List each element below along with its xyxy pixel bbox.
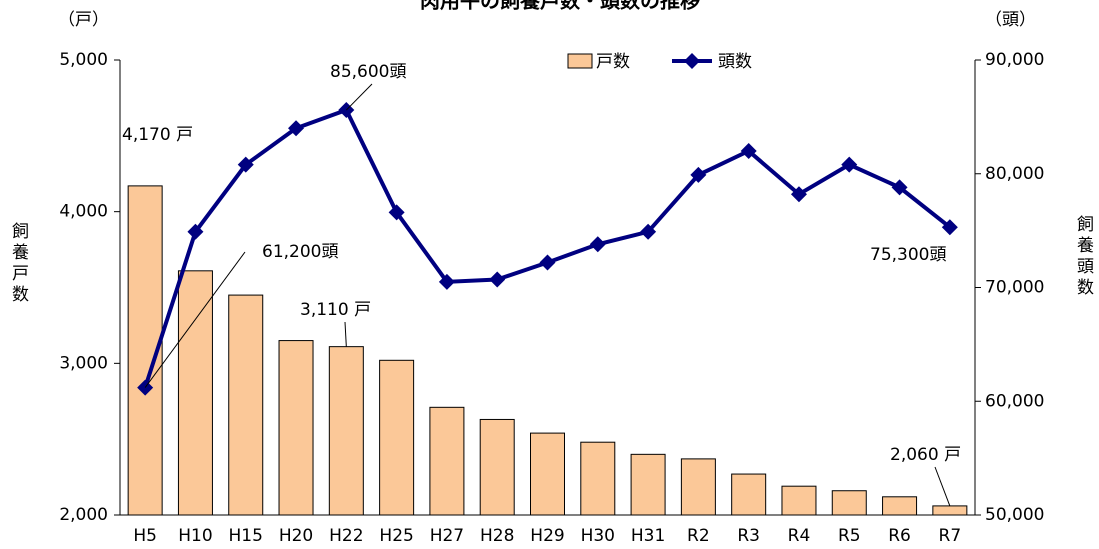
y2-tick-label: 60,000	[985, 391, 1044, 411]
legend-label: 頭数	[718, 52, 752, 72]
y-axis-label: 飼養戸数	[8, 222, 29, 306]
x-tick-label: R2	[687, 526, 710, 546]
marker	[187, 223, 204, 240]
bar	[731, 473, 767, 516]
x-tick-label: R5	[838, 526, 861, 546]
bar	[680, 458, 716, 516]
y2-tick-label: 90,000	[985, 50, 1044, 70]
marker	[891, 179, 908, 196]
marker	[690, 166, 707, 183]
marker	[489, 271, 506, 288]
bar	[781, 485, 817, 516]
bar	[177, 270, 213, 516]
y-tick-label: 4,000	[59, 202, 108, 222]
y2-unit: （頭）	[985, 10, 1036, 30]
x-tick-label: H28	[480, 526, 514, 546]
marker	[237, 156, 254, 173]
y-unit: （戸）	[58, 10, 109, 30]
legend-label: 戸数	[596, 52, 630, 72]
bar	[479, 418, 515, 516]
value-label: 4,170 戸	[122, 125, 193, 145]
marker	[438, 273, 455, 290]
marker	[740, 143, 757, 159]
marker	[539, 254, 556, 271]
bar	[882, 496, 918, 516]
marker	[388, 204, 405, 221]
y2-tick-label: 80,000	[985, 164, 1044, 184]
marker	[790, 186, 807, 203]
bar	[328, 346, 364, 516]
bar	[630, 453, 666, 516]
y-tick-label: 5,000	[59, 50, 108, 70]
bar	[831, 490, 867, 516]
x-tick-label: R3	[737, 526, 760, 546]
legend-swatch	[684, 53, 700, 69]
leader-line	[345, 83, 373, 111]
bar	[530, 432, 565, 516]
marker	[288, 120, 305, 137]
marker	[640, 223, 657, 240]
bar	[278, 340, 314, 516]
marker	[841, 156, 858, 173]
x-tick-label: H10	[178, 526, 212, 546]
value-label: 85,600頭	[330, 62, 406, 82]
x-tick-label: R4	[788, 526, 811, 546]
value-label: 61,200頭	[262, 242, 338, 262]
value-label: 3,110 戸	[300, 300, 371, 320]
y2-axis-label: 飼養頭数	[1073, 215, 1094, 299]
y-tick-label: 3,000	[59, 353, 108, 373]
x-tick-label: H25	[379, 526, 413, 546]
x-tick-label: H5	[133, 526, 157, 546]
leader-line	[934, 466, 951, 507]
bar	[379, 359, 415, 516]
y2-tick-label: 50,000	[985, 505, 1044, 525]
x-tick-label: H20	[279, 526, 313, 546]
chart-title: 肉用牛の飼養戸数・頭数の推移	[420, 0, 700, 13]
y2-tick-label: 70,000	[985, 278, 1044, 298]
x-tick-label: R6	[888, 526, 911, 546]
bar	[932, 505, 968, 516]
value-label: 75,300頭	[870, 245, 946, 265]
bar	[228, 294, 264, 516]
x-tick-label: H15	[229, 526, 263, 546]
leader-line	[344, 321, 347, 347]
value-label: 2,060 戸	[890, 445, 961, 465]
y-tick-label: 2,000	[59, 505, 108, 525]
marker	[589, 236, 606, 253]
x-tick-label: H31	[631, 526, 665, 546]
bar	[429, 406, 465, 516]
x-tick-label: H30	[581, 526, 615, 546]
x-tick-label: H22	[329, 526, 363, 546]
x-tick-label: H29	[530, 526, 564, 546]
x-tick-label: R7	[939, 526, 962, 546]
x-tick-label: H27	[430, 526, 464, 546]
leader-line	[144, 251, 246, 388]
legend-swatch	[567, 53, 593, 69]
marker	[941, 219, 958, 236]
bar	[580, 441, 616, 516]
